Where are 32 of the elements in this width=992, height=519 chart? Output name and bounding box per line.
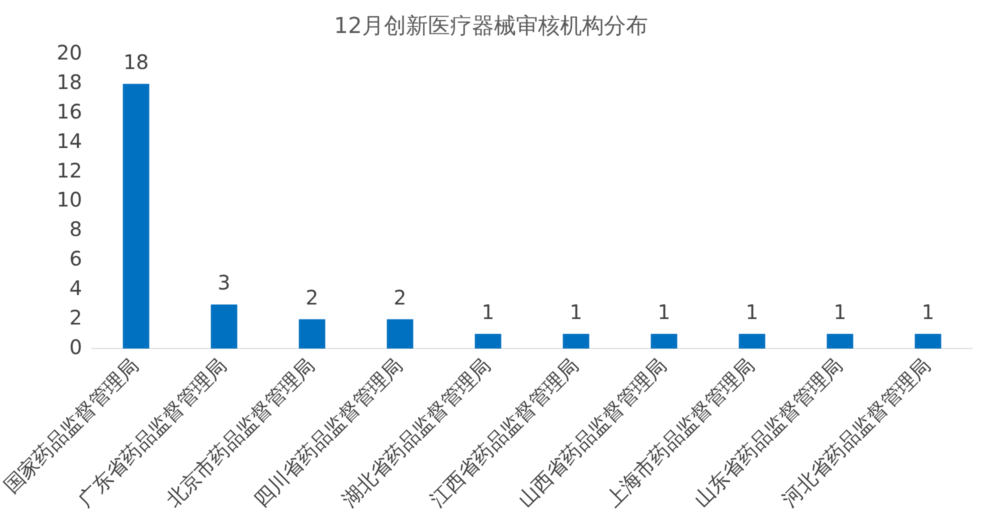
y-tick-label: 10 <box>56 188 82 212</box>
data-label: 1 <box>746 300 758 324</box>
y-tick-label: 18 <box>56 70 82 94</box>
data-label: 2 <box>306 285 318 310</box>
y-tick-label: 12 <box>56 158 82 182</box>
bar <box>562 334 590 349</box>
data-label: 18 <box>123 50 149 74</box>
bar <box>122 84 150 349</box>
bar <box>386 319 414 349</box>
data-label: 1 <box>658 300 670 324</box>
y-tick-label: 20 <box>56 40 82 65</box>
data-label: 1 <box>482 300 494 324</box>
y-tick-label: 6 <box>69 246 82 271</box>
y-tick-label: 4 <box>69 276 82 300</box>
bar <box>474 334 502 349</box>
bar <box>298 319 326 349</box>
data-label: 1 <box>922 300 934 324</box>
data-label: 3 <box>218 270 230 295</box>
bar <box>914 334 942 349</box>
y-tick-label: 0 <box>69 334 82 359</box>
bar <box>210 304 238 349</box>
chart-title: 12月创新医疗器械审核机构分布 <box>334 14 648 39</box>
y-tick-label: 8 <box>69 217 82 242</box>
data-label: 1 <box>834 300 846 324</box>
data-label: 2 <box>394 285 406 310</box>
y-tick-label: 16 <box>56 99 82 124</box>
data-label: 1 <box>570 300 582 324</box>
bar <box>650 334 678 349</box>
bar <box>738 334 766 349</box>
y-tick-label: 14 <box>56 128 82 153</box>
y-tick-label: 2 <box>69 305 82 330</box>
bar <box>826 334 854 349</box>
